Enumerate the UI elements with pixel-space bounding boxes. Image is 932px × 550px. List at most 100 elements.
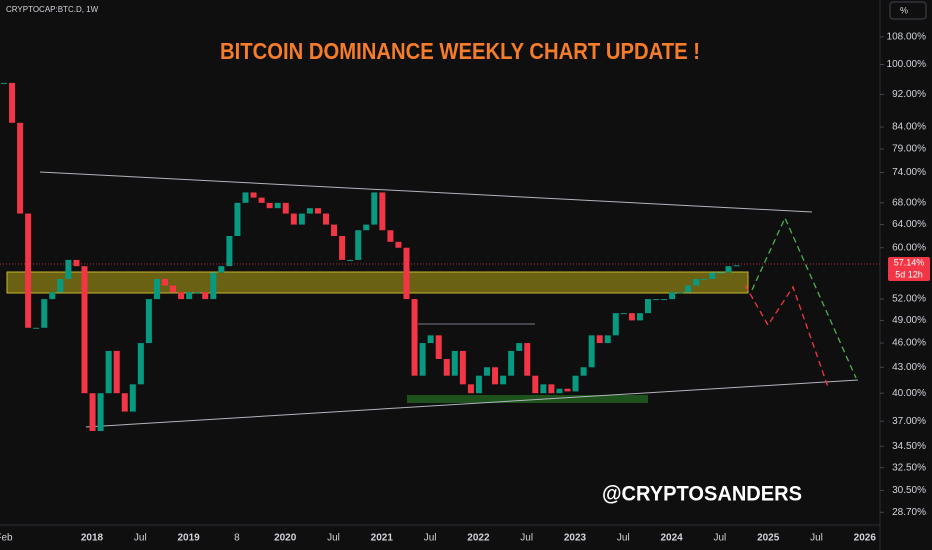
candle (588, 335, 595, 368)
y-tick-label: 84.00% (892, 122, 926, 133)
candle (379, 192, 386, 231)
x-tick-label: Jul (714, 533, 727, 544)
candle (492, 367, 499, 385)
candle (677, 292, 684, 294)
candle (524, 343, 531, 376)
x-tick-label: 2020 (274, 533, 297, 544)
candle (532, 375, 539, 394)
candle (427, 335, 434, 344)
candle (73, 259, 80, 267)
x-tick-label: 2025 (757, 533, 780, 544)
candle (355, 230, 362, 260)
candle (733, 265, 740, 267)
candle (484, 367, 490, 376)
lower-trendline (85, 379, 859, 428)
y-tick-label: 28.70% (892, 507, 926, 518)
candle (234, 202, 241, 236)
y-tick-label: 68.00% (892, 197, 926, 208)
candle (9, 82, 16, 123)
candle (347, 259, 354, 261)
candle (661, 299, 668, 301)
candle (709, 272, 716, 279)
scale-button-label[interactable]: % (900, 5, 908, 15)
candle (435, 335, 442, 360)
x-tick-label: Jul (327, 533, 340, 544)
x-tick-label: Jul (424, 533, 437, 544)
candle (250, 192, 257, 198)
candle (403, 247, 410, 300)
candle (290, 213, 297, 225)
upper-trendline (39, 171, 813, 213)
candle (580, 367, 587, 376)
candle (137, 343, 144, 385)
candle (153, 278, 160, 300)
projection-green (751, 216, 857, 379)
candle (81, 266, 88, 394)
candle (306, 208, 313, 214)
candle (258, 197, 265, 203)
candle (218, 266, 225, 273)
candle (387, 230, 394, 242)
resistance-zone (6, 271, 749, 294)
x-tick-label: 2024 (660, 533, 683, 544)
candle (685, 285, 692, 293)
candle (339, 235, 346, 260)
candle (411, 299, 418, 376)
candle (282, 202, 289, 214)
candle (717, 272, 724, 274)
y-tick-label: 49.00% (892, 315, 926, 326)
x-tick-label: 2021 (371, 533, 394, 544)
candle (33, 327, 40, 329)
y-tick-label: 79.00% (892, 144, 926, 155)
y-tick-label: 30.50% (892, 485, 926, 496)
candle (443, 359, 450, 376)
candle (121, 393, 128, 412)
candle (725, 266, 732, 273)
x-tick-label: 2019 (177, 533, 200, 544)
y-tick-label: 34.50% (892, 441, 926, 452)
x-tick-label: 2018 (81, 533, 104, 544)
candle (331, 224, 338, 236)
candle (508, 350, 515, 376)
y-tick-label: 43.00% (892, 362, 926, 373)
y-tick-label: 100.00% (887, 59, 927, 70)
candle (363, 224, 370, 231)
x-tick-label: Jul (617, 533, 630, 544)
candle (701, 278, 708, 280)
candle (628, 313, 635, 321)
y-tick-label: 32.50% (892, 462, 926, 473)
x-tick-label: 8 (234, 533, 240, 544)
candle (636, 313, 643, 321)
projection-red (744, 284, 829, 388)
candle (1, 82, 7, 84)
candle (548, 384, 555, 394)
scale-button[interactable] (889, 1, 927, 20)
candle (564, 388, 571, 392)
candle (242, 192, 249, 203)
candle (314, 208, 321, 214)
last-price-tag (888, 257, 930, 281)
candle (178, 292, 185, 300)
candle (572, 375, 579, 392)
candle (274, 202, 281, 209)
chart-title: BITCOIN DOMINANCE WEEKLY CHART UPDATE ! (220, 38, 700, 64)
candle (298, 213, 305, 225)
candle (500, 375, 507, 385)
x-tick-label: Jul (810, 533, 823, 544)
candle (41, 299, 48, 328)
candle (693, 278, 700, 286)
candle (89, 393, 96, 431)
y-tick-label: 74.00% (892, 167, 926, 178)
candle (49, 292, 56, 300)
candle (467, 384, 474, 394)
symbol-label: CRYPTOCAP:BTC.D, 1W (6, 5, 99, 14)
candle (129, 384, 136, 412)
y-tick-label: 46.00% (892, 338, 926, 349)
candle (395, 241, 402, 248)
last-price-label: 57.14% (894, 257, 925, 267)
candle (65, 259, 72, 279)
y-tick-label: 52.00% (892, 294, 926, 305)
y-tick-label: 37.00% (892, 416, 926, 427)
